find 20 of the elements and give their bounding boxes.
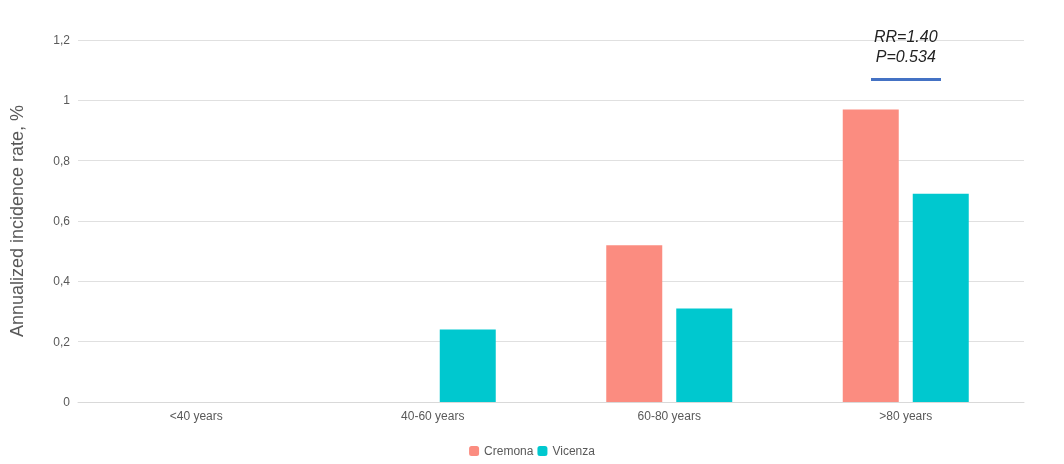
y-tick-label: 0,4 bbox=[53, 274, 71, 289]
y-tick-label: 1 bbox=[63, 93, 71, 108]
x-tick-label: 40-60 years bbox=[401, 409, 465, 423]
y-tick-label: 0,2 bbox=[53, 334, 71, 349]
legend-label: Cremona bbox=[484, 444, 534, 458]
x-tick-label: >80 years bbox=[879, 409, 933, 423]
y-tick-label: 1,2 bbox=[53, 33, 71, 47]
x-tick-label: <40 years bbox=[169, 409, 223, 423]
bar bbox=[912, 193, 969, 402]
bar bbox=[439, 329, 496, 402]
legend-label: Vicenza bbox=[552, 444, 596, 458]
bar bbox=[842, 109, 899, 402]
y-tick-label: 0,6 bbox=[53, 214, 71, 228]
annotation: RR=1.40 P=0.534 bbox=[873, 27, 938, 65]
x-tick-label: 60-80 years bbox=[637, 409, 701, 423]
y-tick-label: 0 bbox=[63, 395, 71, 409]
y-tick-label: 0,8 bbox=[53, 153, 71, 168]
y-axis-title: Annualized incidence rate, % bbox=[7, 104, 27, 338]
bar bbox=[606, 245, 663, 402]
bar bbox=[676, 308, 733, 402]
